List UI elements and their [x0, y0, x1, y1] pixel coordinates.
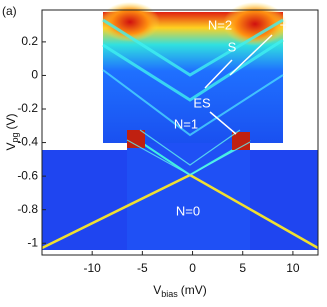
x-tick-label: 0 — [189, 261, 196, 275]
heatmap-hotspot — [127, 130, 145, 148]
y-tick-label: 0.2 — [21, 34, 38, 48]
y-label-symbol: V — [4, 143, 18, 151]
heatmap-line — [102, 69, 284, 137]
y-tick-label: -0.2 — [17, 101, 38, 115]
x-label-symbol: V — [153, 283, 161, 297]
panel-label: (a) — [2, 4, 17, 18]
heatmap — [41, 2, 319, 250]
y-tick-label: -0.4 — [17, 135, 38, 149]
heatmap-line — [126, 129, 251, 176]
annotation: ES — [193, 95, 211, 110]
heatmap-line — [102, 18, 284, 102]
arrow — [229, 34, 273, 76]
arrow — [209, 111, 237, 135]
annotation: N=2 — [208, 17, 232, 32]
x-label-unit: (mV) — [181, 283, 207, 297]
heatmap-hotspot — [232, 132, 250, 150]
arrow — [204, 59, 233, 89]
heatmap-hotspot — [100, 2, 160, 42]
x-tick-label: 5 — [239, 261, 246, 275]
y-tick-label: 0 — [31, 68, 38, 82]
annotation: S — [228, 39, 237, 54]
annotation: T — [280, 21, 288, 36]
heatmap-region — [127, 130, 250, 250]
y-tick-label: -0.6 — [17, 168, 38, 182]
x-tick-label: -10 — [84, 261, 102, 275]
annotation: N=1 — [174, 116, 198, 131]
x-tick-label: -5 — [137, 261, 148, 275]
y-tick-label: -1 — [27, 235, 38, 249]
annotation: N=0 — [176, 203, 200, 218]
y-label-unit: (V) — [4, 113, 18, 129]
x-tick-label: 10 — [286, 261, 300, 275]
y-label-subscript: pg — [10, 132, 20, 142]
y-axis-label: Vpg (V) — [4, 113, 20, 150]
y-tick-label: -0.8 — [17, 202, 38, 216]
x-label-subscript: bias — [161, 289, 178, 299]
x-axis-label: Vbias (mV) — [153, 283, 207, 299]
plot-frame — [41, 9, 319, 256]
